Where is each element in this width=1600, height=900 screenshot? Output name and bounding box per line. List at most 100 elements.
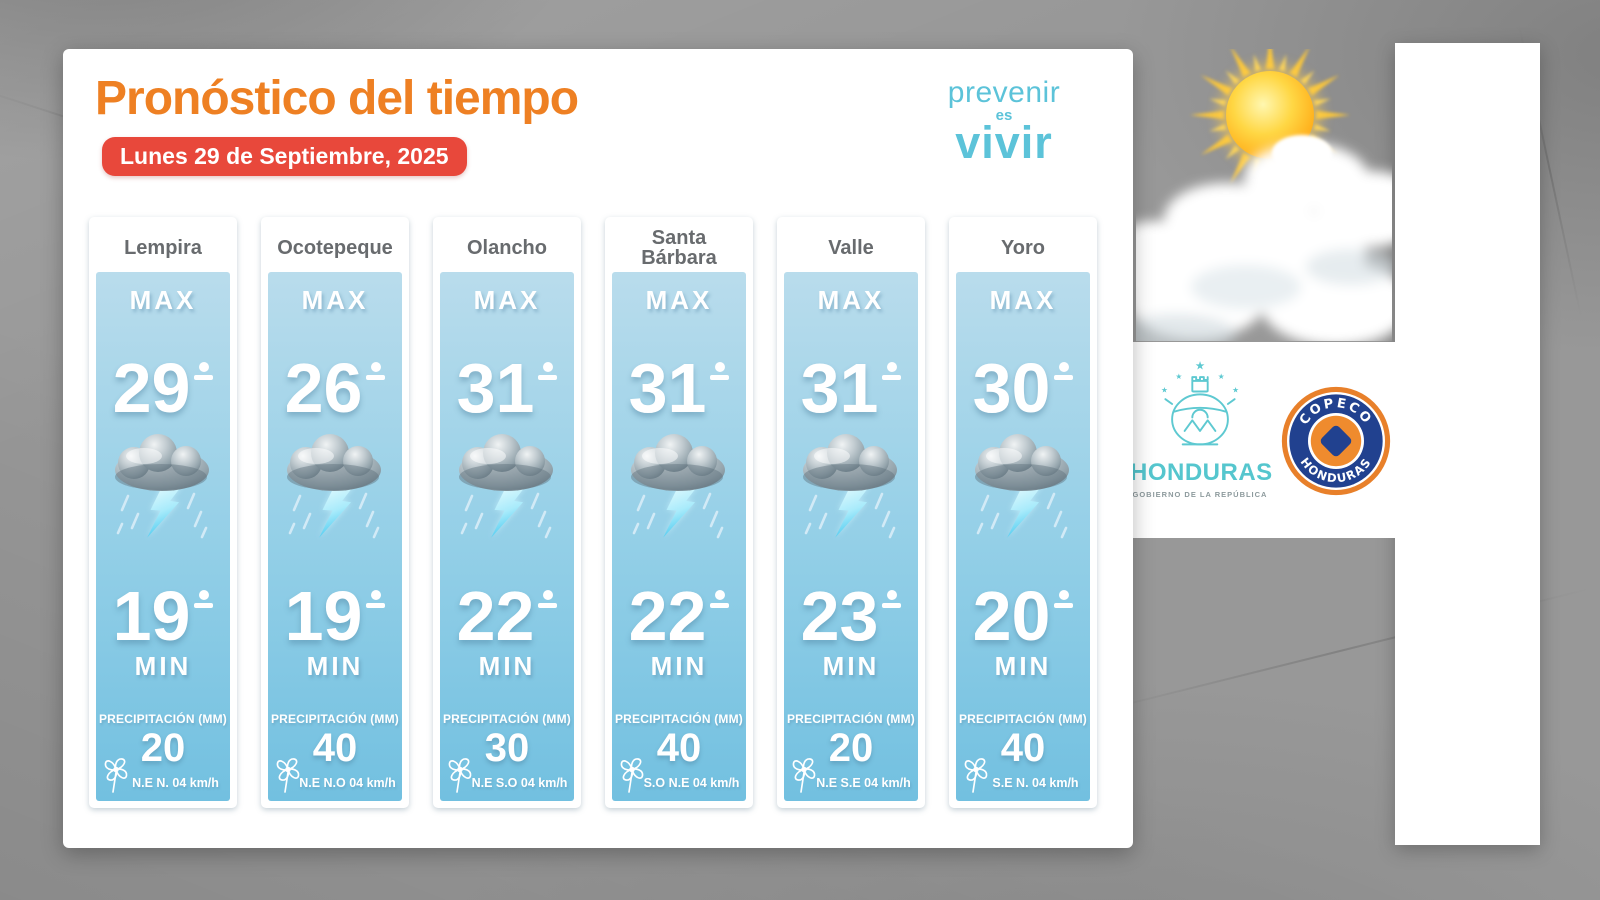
- forecast-card-yoro: Yoro MAX 30 20 MIN PRECIPITACIÓN (MM) 40: [949, 217, 1097, 808]
- min-temperature: 19: [284, 577, 386, 656]
- degree-symbol: [710, 590, 730, 609]
- region-name: Santa Bárbara: [641, 226, 717, 269]
- forecast-card-santa-barbara: Santa Bárbara MAX 31 22 MIN PRECIPITACIÓ…: [605, 217, 753, 808]
- degree-symbol: [194, 362, 214, 380]
- region-name: Olancho: [466, 236, 547, 259]
- precipitation-label: PRECIPITACIÓN (MM): [442, 711, 572, 726]
- max-temperature-value: 31: [628, 349, 707, 427]
- forecast-card-body: MAX 30 20 MIN PRECIPITACIÓN (MM) 40: [956, 272, 1090, 801]
- precipitation-label: PRECIPITACIÓN (MM): [614, 711, 744, 726]
- degree-symbol: [538, 362, 558, 380]
- precipitation-value: 20: [140, 725, 186, 770]
- min-temperature: 22: [456, 577, 558, 656]
- copeco-logo: COPECO HONDURAS: [1281, 386, 1391, 496]
- max-label: MAX: [301, 285, 369, 315]
- region-name: Ocotepeque: [277, 236, 393, 259]
- forecast-cards-row: Lempira MAX 29 19 MIN PRECIPITACIÓN (MM)…: [89, 217, 1097, 808]
- precipitation-value: 20: [828, 725, 874, 770]
- storm-cloud-lightning-icon: [614, 428, 744, 578]
- sun-behind-clouds-icon: [1136, 49, 1392, 341]
- forecast-card-body: MAX 31 22 MIN PRECIPITACIÓN (MM) 30: [440, 272, 574, 801]
- degree-symbol: [366, 590, 386, 609]
- sun-behind-clouds-art: [1136, 49, 1392, 341]
- wind-direction-speed: S.O N.E 04 km/h: [643, 776, 740, 790]
- svg-text:★: ★: [1232, 385, 1239, 394]
- degree-symbol: [538, 590, 558, 609]
- wind-row: N.E N.O 04 km/h: [273, 753, 397, 795]
- min-temperature: 19: [112, 577, 214, 656]
- storm-cloud-lightning-icon: [270, 428, 400, 578]
- slogan-line-es: es: [995, 106, 1013, 124]
- wind-direction-speed: N.E N. 04 km/h: [132, 776, 219, 790]
- max-label: MAX: [989, 285, 1057, 315]
- precipitation-value: 40: [656, 725, 702, 770]
- degree-symbol: [882, 590, 902, 609]
- svg-text:★: ★: [1175, 372, 1182, 381]
- precipitation-label: PRECIPITACIÓN (MM): [270, 711, 400, 726]
- logo-strip: ★ ★ ★ ★ ★ HONDURAS GOBIERN: [1130, 342, 1422, 538]
- min-temperature-value: 22: [456, 577, 535, 656]
- degree-symbol: [710, 362, 730, 380]
- min-label: MIN: [306, 650, 364, 681]
- wind-row: N.E N. 04 km/h: [101, 753, 225, 795]
- degree-symbol: [194, 590, 214, 609]
- max-temperature: 31: [456, 349, 558, 427]
- wind-direction-speed: S.E N. 04 km/h: [992, 776, 1079, 790]
- region-name: Yoro: [1000, 236, 1046, 259]
- min-temperature-value: 22: [628, 577, 707, 656]
- max-temperature-value: 29: [112, 349, 191, 427]
- prevenir-es-vivir-slogan: prevenir es vivir: [923, 77, 1085, 167]
- degree-symbol: [366, 362, 386, 380]
- forecast-card-body: MAX 29 19 MIN PRECIPITACIÓN (MM) 20: [96, 272, 230, 801]
- wind-row: N.E S.E 04 km/h: [789, 753, 913, 795]
- min-label: MIN: [478, 650, 536, 681]
- honduras-logo-caption: GOBIERNO DE LA REPÚBLICA: [1132, 490, 1268, 499]
- svg-text:★: ★: [1161, 385, 1168, 394]
- storm-cloud-lightning-icon: [786, 428, 916, 578]
- forecast-card-body: MAX 26 19 MIN PRECIPITACIÓN (MM) 40: [268, 272, 402, 801]
- min-temperature-value: 19: [112, 577, 191, 656]
- max-temperature: 26: [284, 349, 386, 427]
- forecast-card-lempira: Lempira MAX 29 19 MIN PRECIPITACIÓN (MM)…: [89, 217, 237, 808]
- min-label: MIN: [994, 650, 1052, 681]
- wind-row: S.O N.E 04 km/h: [617, 753, 741, 795]
- forecast-card-ocotepeque: Ocotepeque MAX 26 19 MIN PRECIPITACIÓN (…: [261, 217, 409, 808]
- region-name: Lempira: [124, 236, 202, 259]
- precipitation-value: 30: [484, 725, 530, 770]
- svg-text:★: ★: [1195, 358, 1205, 372]
- slogan-line-vivir: vivir: [955, 117, 1053, 169]
- min-label: MIN: [822, 650, 880, 681]
- wind-row: S.E N. 04 km/h: [961, 753, 1085, 795]
- storm-cloud-lightning-icon: [442, 428, 572, 578]
- forecast-panel: Pronóstico del tiempo Lunes 29 de Septie…: [63, 49, 1133, 848]
- date-badge: Lunes 29 de Septiembre, 2025: [102, 137, 467, 176]
- min-temperature: 23: [801, 581, 902, 652]
- max-label: MAX: [129, 285, 197, 315]
- degree-symbol: [882, 362, 902, 380]
- wind-direction-speed: N.E S.O 04 km/h: [471, 776, 568, 790]
- honduras-coat-of-arms-icon: ★ ★ ★ ★ ★: [1161, 358, 1239, 446]
- forecast-card-valle: Valle MAX 31 23 MIN PRECIPITACIÓN (MM) 2…: [777, 217, 925, 808]
- wind-direction-speed: N.E S.E 04 km/h: [816, 776, 911, 790]
- precipitation-value: 40: [312, 725, 358, 770]
- max-temperature: 31: [801, 353, 902, 423]
- slogan-line-prevenir: prevenir: [947, 76, 1061, 109]
- max-temperature-value: 31: [456, 349, 535, 427]
- max-temperature-value: 30: [972, 349, 1051, 427]
- min-temperature: 22: [628, 577, 730, 656]
- honduras-government-logo: ★ ★ ★ ★ ★ HONDURAS GOBIERN: [1130, 354, 1273, 499]
- region-name: Valle: [828, 236, 874, 259]
- honduras-logo-name: HONDURAS: [1130, 459, 1273, 486]
- min-temperature-value: 19: [284, 577, 363, 656]
- precipitation-label: PRECIPITACIÓN (MM): [98, 711, 228, 726]
- forecast-card-body: MAX 31 22 MIN PRECIPITACIÓN (MM) 40: [612, 272, 746, 801]
- max-temperature: 29: [112, 349, 214, 427]
- page-title: Pronóstico del tiempo: [95, 72, 579, 125]
- max-label: MAX: [473, 285, 541, 315]
- precipitation-label: PRECIPITACIÓN (MM): [958, 711, 1088, 726]
- max-temperature-value: 26: [284, 349, 363, 427]
- max-temperature: 30: [972, 349, 1074, 427]
- wind-direction-speed: N.E N.O 04 km/h: [299, 776, 396, 790]
- min-label: MIN: [134, 650, 192, 681]
